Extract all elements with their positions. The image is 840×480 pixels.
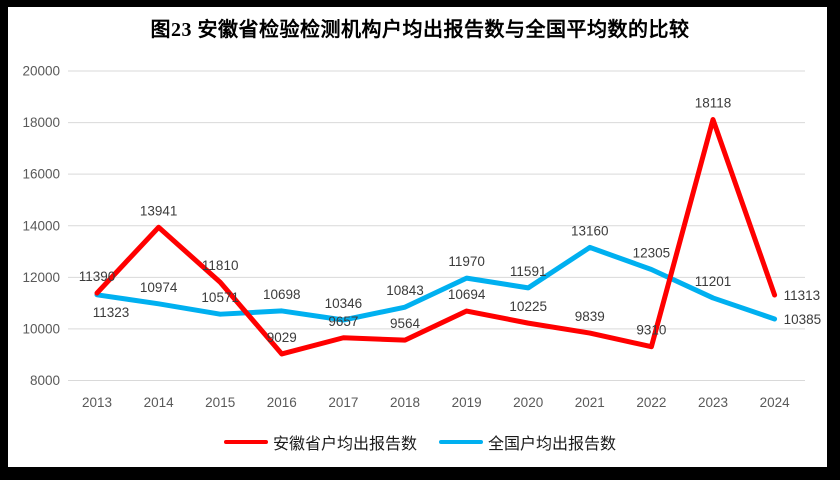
x-tick-label-2018: 2018 [390,395,420,410]
x-tick-label-2019: 2019 [452,395,482,410]
national-data-label-2015: 10571 [201,290,239,305]
anhui-data-label-2017: 9657 [328,314,358,329]
national-data-label-2017: 10346 [325,296,363,311]
legend-item-anhui: 安徽省户均出报告数 [223,430,417,454]
legend-label-national: 全国户均出报告数 [488,436,617,453]
legend-item-national: 全国户均出报告数 [439,430,616,454]
y-tick-label-16000: 16000 [22,167,60,182]
y-tick-label-14000: 14000 [22,218,60,233]
anhui-data-label-2023: 18118 [695,96,732,111]
x-tick-label-2023: 2023 [698,395,728,410]
anhui-data-label-2016: 9029 [267,330,297,345]
x-tick-label-2020: 2020 [513,395,543,410]
national-line-swatch [439,440,483,444]
national-data-label-2022: 12305 [633,245,671,260]
y-tick-label-10000: 10000 [22,321,60,336]
national-data-label-2016: 10698 [263,287,301,302]
national-data-label-2013: 11323 [93,305,130,320]
anhui-data-label-2021: 9839 [575,309,605,324]
x-tick-label-2022: 2022 [636,395,666,410]
y-tick-label-18000: 18000 [22,115,60,130]
x-tick-label-2014: 2014 [144,395,175,410]
anhui-data-label-2024: 11313 [784,288,821,303]
national-data-label-2020: 11591 [510,264,547,279]
y-tick-label-20000: 20000 [22,64,60,79]
anhui-data-label-2015: 11810 [202,258,239,273]
anhui-line-swatch [223,440,268,444]
y-tick-label-8000: 8000 [30,373,60,388]
x-tick-label-2016: 2016 [267,395,297,410]
anhui-data-label-2013: 11390 [79,269,116,284]
anhui-data-label-2019: 10694 [448,287,486,302]
anhui-series-line [94,117,778,357]
national-data-label-2021: 13160 [571,223,609,238]
national-data-label-2024: 10385 [784,312,822,327]
x-tick-label-2013: 2013 [82,395,112,410]
anhui-data-label-2014: 13941 [140,203,178,218]
national-data-label-2023: 11201 [695,274,732,289]
chart-title: 图23 安徽省检验检测机构户均出报告数与全国平均数的比较 [150,19,690,41]
chart-legend: 安徽省户均出报告数 全国户均出报告数 [0,430,840,454]
x-tick-label-2015: 2015 [205,395,235,410]
x-tick-label-2021: 2021 [575,395,605,410]
anhui-data-label-2022: 9310 [636,323,666,338]
anhui-data-label-2020: 10225 [509,299,547,314]
national-series-line [94,244,778,323]
x-tick-label-2024: 2024 [760,395,791,410]
national-data-label-2019: 11970 [448,254,485,269]
x-tick-label-2017: 2017 [328,395,358,410]
national-data-label-2018: 10843 [386,283,424,298]
y-tick-label-12000: 12000 [22,270,60,285]
legend-label-anhui: 安徽省户均出报告数 [272,436,417,453]
anhui-data-label-2018: 9564 [390,316,421,331]
national-data-label-2014: 10974 [140,280,178,295]
